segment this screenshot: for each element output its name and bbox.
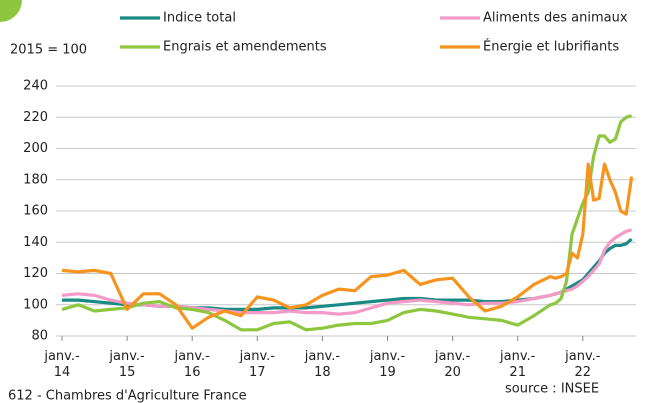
x-tick-label-line: janv.- [304,349,341,364]
x-tick-label-line: janv.- [369,349,406,364]
footer: 612 - Chambres d'Agriculture France [8,389,247,403]
x-tick-label-line: janv.- [43,349,80,364]
x-tick-label-line: 16 [184,365,201,380]
y-tick-label: 200 [23,141,48,156]
x-tick-label: janv.-18 [304,349,341,380]
x-tick-label-line: 15 [119,365,136,380]
series-line [61,162,634,330]
y-tick-label: 80 [31,329,48,344]
y-tick-label: 240 [23,79,48,94]
y-tick-label: 160 [23,204,48,219]
y-tick-label: 100 [23,297,48,312]
x-tick-label: janv.-15 [108,349,145,380]
x-tick-label: janv.-21 [499,349,536,380]
x-tick-label-line: janv.- [239,349,276,364]
legend-label: Indice total [163,11,236,26]
y-tick-label: 140 [23,235,48,250]
y-tick-label: 180 [23,172,48,187]
x-tick-label-line: 20 [444,365,461,380]
x-tick-label-line: janv.- [108,349,145,364]
legend-label: Aliments des animaux [483,11,628,26]
x-tick-label-line: 14 [54,365,71,380]
x-tick-label-line: janv.- [564,349,601,364]
x-tick-label: janv.-17 [239,349,276,380]
x-tick-label-line: 19 [379,365,396,380]
series-line [62,237,633,311]
x-tick-label: janv.-19 [369,349,406,380]
legend-label: Engrais et amendements [163,40,327,55]
x-tick-label: janv.-16 [174,349,211,380]
x-tick-label: janv.-14 [43,349,80,380]
x-tick-label-line: janv.- [174,349,211,364]
legend-label: Énergie et lubrifiants [483,39,619,55]
x-tick-label-line: 17 [249,365,266,380]
x-tick-label-line: 22 [575,365,592,380]
source: source : INSEE [505,382,599,397]
x-tick-label-line: janv.- [499,349,536,364]
y-axis-unit: 2015 = 100 [10,43,87,58]
x-tick-label-line: 18 [314,365,331,380]
y-tick-label: 120 [23,266,48,281]
x-tick-label: janv.-20 [434,349,471,380]
y-tick-label: 220 [23,110,48,125]
x-tick-label: janv.-22 [564,349,601,380]
x-tick-label-line: 21 [509,365,526,380]
corner-badge [0,0,22,22]
x-tick-label-line: janv.- [434,349,471,364]
